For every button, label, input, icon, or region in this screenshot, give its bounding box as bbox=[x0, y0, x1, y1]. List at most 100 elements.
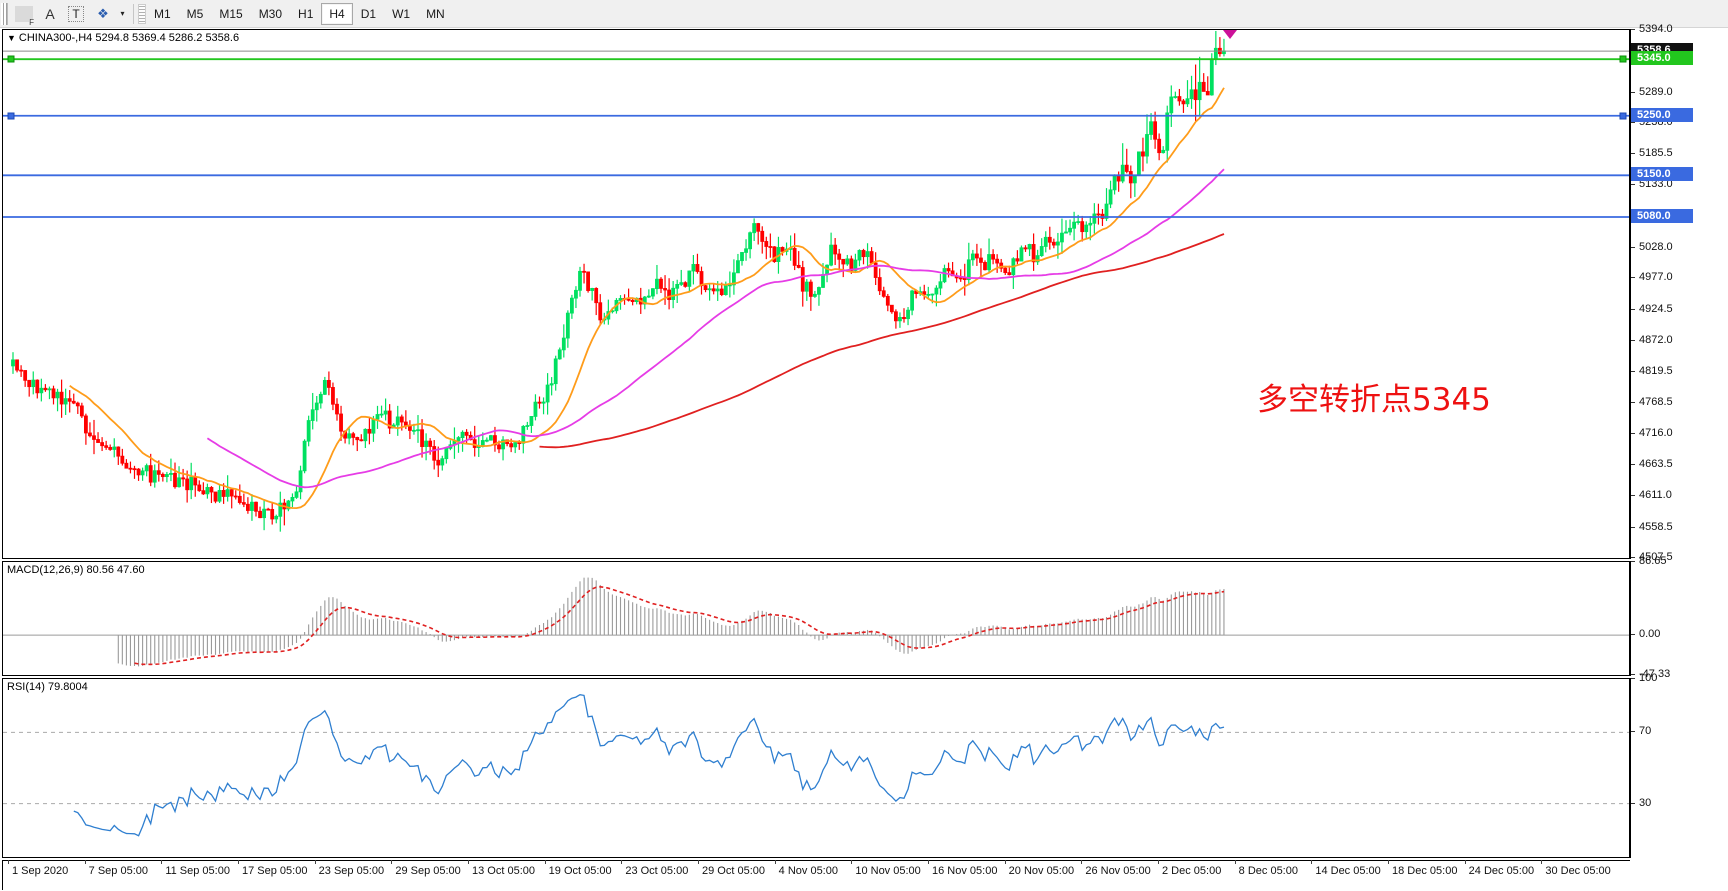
chart-collapse-caret-icon[interactable]: ▼ bbox=[7, 33, 16, 43]
chart-area: ▼ CHINA300-,H4 5294.8 5369.4 5286.2 5358.… bbox=[0, 23, 1728, 891]
shapes-glyph: ❖ bbox=[97, 5, 109, 21]
price-level-anchor[interactable] bbox=[7, 112, 15, 120]
price-tag-horizontal-line[interactable]: 5250.0 bbox=[1631, 107, 1693, 122]
time-tick: 11 Sep 05:00 bbox=[161, 860, 230, 877]
timeframe-m30-label: M30 bbox=[258, 6, 283, 21]
price-tick: 4558.5 bbox=[1631, 521, 1727, 533]
time-tick: 17 Sep 05:00 bbox=[237, 860, 308, 877]
price-chart-panel[interactable]: ▼ CHINA300-,H4 5294.8 5369.4 5286.2 5358.… bbox=[2, 29, 1630, 559]
time-tick: 2 Dec 05:00 bbox=[1157, 860, 1222, 877]
price-tick: 4507.5 bbox=[1631, 551, 1727, 563]
chart-title: ▼ CHINA300-,H4 5294.8 5369.4 5286.2 5358.… bbox=[7, 32, 239, 44]
macd-tick: 86.65 bbox=[1631, 555, 1727, 567]
timeframe-m30[interactable]: M30 bbox=[251, 3, 290, 25]
time-tick: 13 Oct 05:00 bbox=[468, 860, 535, 877]
shapes-icon[interactable]: ❖ bbox=[89, 2, 115, 26]
timeframe-m1-label: M1 bbox=[154, 6, 171, 21]
rsi-scale[interactable]: 100 70 30 bbox=[1630, 672, 1727, 858]
price-tick: 5185.5 bbox=[1631, 147, 1727, 159]
price-tag-horizontal-line[interactable]: 5080.0 bbox=[1631, 209, 1693, 224]
time-tick: 19 Oct 05:00 bbox=[544, 860, 612, 877]
macd-scale[interactable]: 86.65 0.00 -47.33 bbox=[1630, 555, 1727, 680]
time-tick: 16 Nov 05:00 bbox=[927, 860, 998, 877]
rsi-tick: 70 bbox=[1631, 725, 1727, 737]
price-tick: 4872.0 bbox=[1631, 334, 1727, 346]
timeframe-m15[interactable]: M15 bbox=[211, 3, 250, 25]
timeframe-h1-label: H1 bbox=[298, 6, 314, 21]
time-tick: 29 Oct 05:00 bbox=[698, 860, 765, 877]
timeframe-h4-label: H4 bbox=[329, 6, 345, 21]
time-scale[interactable]: 1 Sep 2020 7 Sep 05:00 11 Sep 05:00 17 Sep … bbox=[2, 860, 1630, 890]
time-tick: 29 Sep 05:00 bbox=[391, 860, 461, 877]
shapes-dropdown-caret-icon[interactable]: ▾ bbox=[115, 2, 129, 26]
timeframe-w1-label: W1 bbox=[392, 6, 411, 21]
rsi-plot bbox=[3, 694, 1629, 837]
time-tick: 23 Oct 05:00 bbox=[621, 860, 689, 877]
time-tick: 7 Sep 05:00 bbox=[84, 860, 148, 877]
timeframe-d1[interactable]: D1 bbox=[353, 3, 384, 25]
time-tick: 20 Nov 05:00 bbox=[1004, 860, 1075, 877]
price-tick: 4819.5 bbox=[1631, 365, 1727, 377]
timeframe-h4[interactable]: H4 bbox=[321, 2, 353, 25]
time-tick: 8 Dec 05:00 bbox=[1234, 860, 1298, 877]
chevron-down-glyph: ▾ bbox=[120, 9, 125, 18]
chart-marker-icon[interactable] bbox=[1223, 30, 1237, 39]
price-level-anchor[interactable] bbox=[1619, 55, 1627, 63]
timeframe-m5-label: M5 bbox=[186, 6, 204, 21]
time-tick: 18 Dec 05:00 bbox=[1387, 860, 1458, 877]
price-tag-horizontal-line[interactable]: 5150.0 bbox=[1631, 167, 1693, 182]
macd-label: MACD(12,26,9) 80.56 47.60 bbox=[7, 564, 145, 576]
time-tick: 26 Nov 05:00 bbox=[1081, 860, 1151, 877]
time-tick: 4 Nov 05:00 bbox=[774, 860, 838, 877]
rsi-tick: 30 bbox=[1631, 797, 1727, 809]
toolbar-separator bbox=[133, 3, 134, 24]
text-label-glyph: A bbox=[45, 5, 55, 22]
price-tick: 4924.5 bbox=[1631, 303, 1727, 315]
timeframe-m5[interactable]: M5 bbox=[179, 3, 212, 25]
price-tick: 5289.0 bbox=[1631, 86, 1727, 98]
time-tick: 30 Dec 05:00 bbox=[1541, 860, 1611, 877]
macd-tick: -47.33 bbox=[1631, 668, 1727, 680]
price-tick: 4768.5 bbox=[1631, 396, 1727, 408]
timeframe-w1[interactable]: W1 bbox=[384, 3, 418, 25]
text-box-glyph: T bbox=[68, 5, 84, 22]
macd-tick: 0.00 bbox=[1631, 628, 1727, 640]
price-tick: 5133.0 bbox=[1631, 178, 1727, 190]
price-tick: 4611.0 bbox=[1631, 489, 1727, 501]
price-tick: 4716.0 bbox=[1631, 427, 1727, 439]
time-tick: 14 Dec 05:00 bbox=[1311, 860, 1381, 877]
price-tick: 4663.5 bbox=[1631, 458, 1727, 470]
timeframe-drag-handle[interactable] bbox=[138, 3, 146, 24]
macd-panel[interactable]: MACD(12,26,9) 80.56 47.60 bbox=[2, 561, 1630, 676]
rsi-tick: 100 bbox=[1631, 672, 1727, 684]
price-tick: 4977.0 bbox=[1631, 271, 1727, 283]
text-label-icon[interactable]: A bbox=[37, 2, 63, 26]
crosshair-dotted-icon[interactable] bbox=[11, 2, 37, 27]
time-tick: 1 Sep 2020 bbox=[7, 860, 69, 877]
timeframe-m15-label: M15 bbox=[219, 6, 243, 21]
price-level-anchor[interactable] bbox=[7, 55, 15, 63]
timeframe-h1[interactable]: H1 bbox=[290, 3, 321, 25]
price-plot bbox=[3, 30, 1629, 532]
price-tag-horizontal-line[interactable]: 5345.0 bbox=[1631, 51, 1693, 66]
timeframe-mn[interactable]: MN bbox=[418, 3, 453, 25]
rsi-panel[interactable]: RSI(14) 79.8004 bbox=[2, 678, 1630, 858]
chart-title-text: CHINA300-,H4 5294.8 5369.4 5286.2 5358.6 bbox=[18, 32, 240, 44]
timeframe-mn-label: MN bbox=[426, 6, 445, 21]
time-tick: 10 Nov 05:00 bbox=[851, 860, 921, 877]
macd-plot bbox=[3, 577, 1629, 667]
crosshair-dotted-glyph bbox=[15, 5, 35, 27]
timeframe-d1-label: D1 bbox=[360, 6, 377, 21]
price-scale[interactable]: 5394.05289.05238.05185.55133.05080.05028… bbox=[1630, 23, 1727, 563]
time-tick: 24 Dec 05:00 bbox=[1464, 860, 1535, 877]
toolbar-drag-handle[interactable] bbox=[1, 2, 8, 25]
time-tick: 23 Sep 05:00 bbox=[314, 860, 385, 877]
timeframe-m1[interactable]: M1 bbox=[146, 3, 179, 25]
price-tick: 5028.0 bbox=[1631, 241, 1727, 253]
main-toolbar: A T ❖ ▾ M1 M5 M15 M30 H1 H4 D1 W1 MN bbox=[0, 0, 1728, 28]
text-box-icon[interactable]: T bbox=[63, 2, 89, 26]
timeframe-strip: M1 M5 M15 M30 H1 H4 D1 W1 MN bbox=[146, 0, 453, 28]
price-level-anchor[interactable] bbox=[1619, 112, 1627, 120]
price-tick: 5394.0 bbox=[1631, 23, 1727, 35]
rsi-label: RSI(14) 79.8004 bbox=[7, 681, 88, 693]
